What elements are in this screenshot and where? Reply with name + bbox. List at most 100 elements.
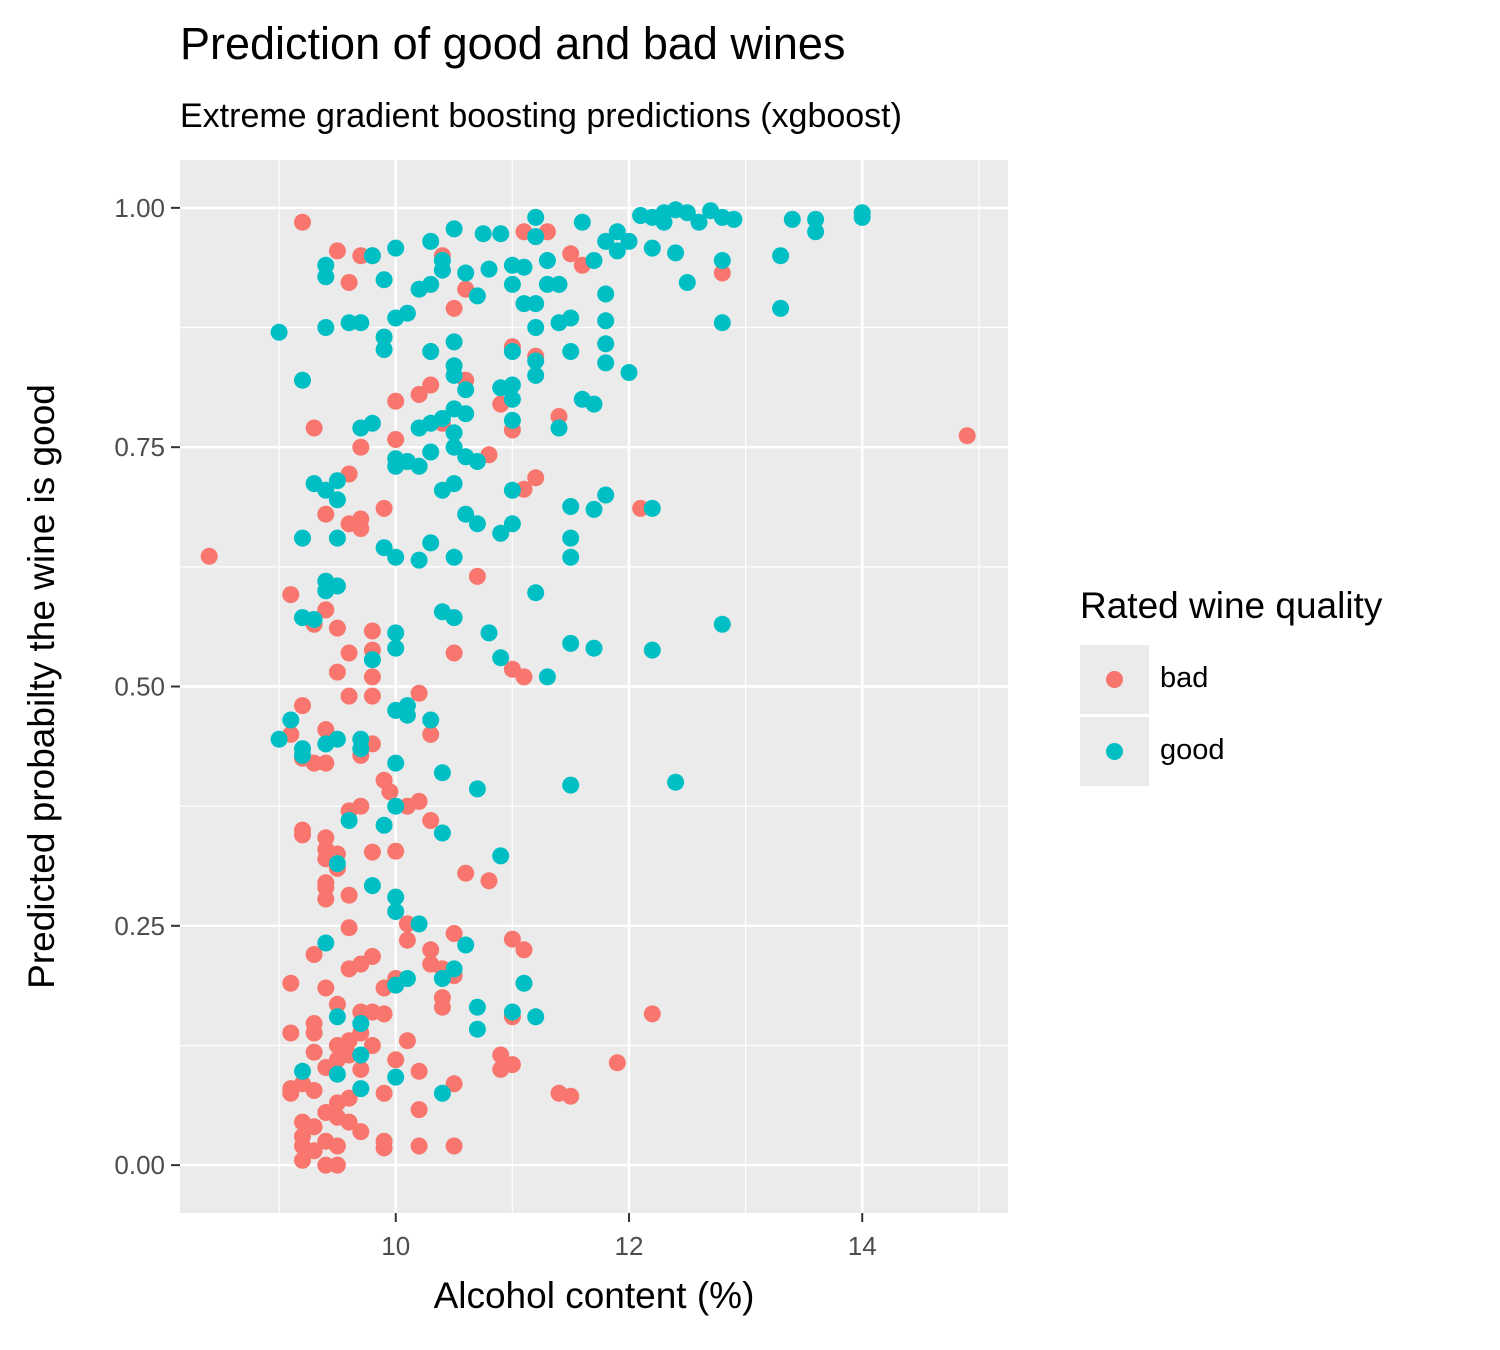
point-good — [620, 232, 638, 250]
point-good — [713, 615, 731, 633]
point-bad — [305, 1118, 323, 1136]
point-bad — [410, 792, 428, 810]
point-good — [457, 381, 475, 399]
point-good — [853, 208, 871, 226]
chart-title: Prediction of good and bad wines — [180, 18, 846, 69]
point-good — [480, 624, 498, 642]
point-bad — [468, 567, 486, 585]
point-good — [597, 232, 615, 250]
point-bad — [363, 948, 381, 965]
point-good — [445, 333, 463, 351]
point-bad — [375, 1084, 393, 1102]
point-good — [410, 457, 428, 475]
point-good — [328, 529, 346, 547]
point-good — [468, 515, 486, 533]
point-bad — [340, 886, 358, 904]
point-good — [503, 390, 521, 408]
point-bad — [294, 1151, 311, 1169]
point-bad — [480, 872, 498, 890]
point-bad — [317, 721, 335, 739]
point-bad — [282, 974, 300, 992]
y-tick-label: 0.00 — [114, 1150, 165, 1180]
point-bad — [492, 1046, 510, 1064]
point-good — [503, 1003, 521, 1021]
point-good — [474, 225, 492, 243]
point-good — [573, 213, 591, 231]
point-good — [352, 740, 370, 758]
point-bad — [387, 392, 405, 410]
point-good — [597, 312, 615, 330]
point-good — [294, 529, 311, 547]
point-good — [807, 210, 825, 228]
point-bad — [515, 668, 533, 686]
point-good — [597, 486, 615, 504]
point-good — [667, 773, 685, 791]
point-good — [363, 247, 381, 265]
point-good — [363, 877, 381, 895]
point-good — [597, 354, 615, 372]
point-good — [328, 491, 346, 509]
point-good — [503, 343, 521, 360]
x-tick-label: 10 — [381, 1231, 410, 1261]
point-bad — [363, 622, 381, 640]
point-bad — [340, 644, 358, 662]
point-bad — [294, 826, 311, 844]
point-bad — [340, 1113, 358, 1131]
point-good — [422, 711, 440, 729]
point-bad — [305, 946, 323, 963]
point-good — [492, 649, 510, 667]
point-good — [433, 970, 451, 987]
point-bad — [352, 520, 370, 537]
point-good — [445, 609, 463, 627]
point-bad — [562, 1087, 580, 1105]
point-bad — [282, 1084, 300, 1102]
legend-item-good: good — [1080, 717, 1460, 787]
point-bad — [387, 431, 405, 448]
point-good — [562, 548, 580, 566]
point-bad — [422, 812, 440, 829]
point-good — [398, 706, 416, 724]
point-good — [328, 855, 346, 873]
point-good — [387, 1068, 405, 1086]
point-bad — [328, 1094, 346, 1112]
point-good — [387, 639, 405, 657]
point-good — [527, 366, 545, 384]
point-good — [550, 419, 568, 437]
point-good — [328, 472, 346, 490]
point-bad — [317, 890, 335, 908]
point-bad — [340, 687, 358, 705]
y-tick-label: 0.50 — [114, 672, 165, 702]
point-good — [643, 239, 661, 257]
point-good — [468, 998, 486, 1016]
point-good — [433, 1084, 451, 1102]
point-bad — [398, 1032, 416, 1050]
point-good — [585, 639, 603, 657]
point-good — [515, 258, 533, 276]
point-good — [294, 746, 311, 764]
point-good — [445, 366, 463, 384]
point-good — [363, 651, 381, 669]
point-bad — [328, 619, 346, 637]
point-bad — [363, 843, 381, 861]
point-good — [387, 754, 405, 772]
point-good — [445, 424, 463, 442]
point-bad — [381, 783, 399, 801]
point-good — [445, 960, 463, 978]
point-bad — [422, 725, 440, 743]
point-bad — [375, 1005, 393, 1023]
legend-label-bad: bad — [1160, 662, 1209, 694]
point-good — [398, 304, 416, 322]
point-bad — [632, 499, 650, 517]
point-good — [527, 295, 545, 313]
point-bad — [503, 930, 521, 948]
point-good — [457, 936, 475, 954]
point-good — [422, 275, 440, 293]
point-good — [480, 260, 498, 278]
point-bad — [410, 386, 428, 403]
point-good — [352, 1080, 370, 1098]
point-good — [410, 551, 428, 569]
point-bad — [294, 213, 311, 231]
point-bad — [363, 687, 381, 705]
point-good — [387, 239, 405, 257]
legend-title: Rated wine quality — [1080, 585, 1383, 626]
